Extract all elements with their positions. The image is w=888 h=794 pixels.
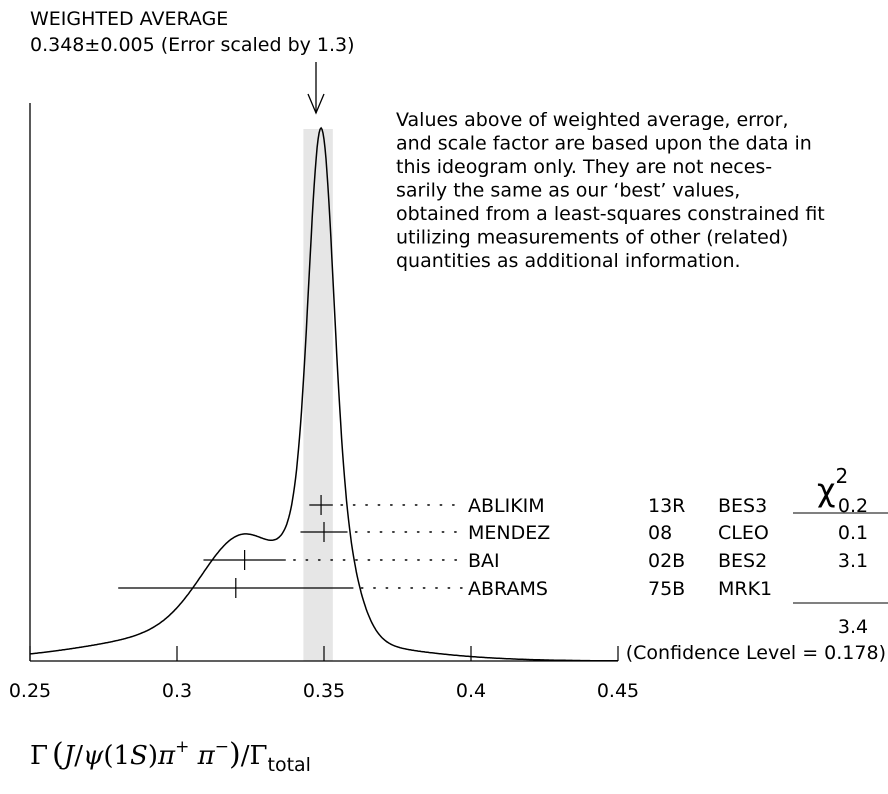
row-chi2: 3.1 [838, 550, 868, 572]
row-chi2: 0.2 [838, 495, 868, 517]
confidence-level: (Confidence Level = 0.178) [626, 642, 886, 664]
measurement-table: ABLIKIM 13R BES3 0.2 MENDEZ 08 CLEO 0.1 BAI 02B BE… [468, 495, 868, 600]
note-line: utilizing measurements of other (related… [396, 227, 788, 249]
row-experiment: CLEO [718, 522, 769, 544]
row-author: ABRAMS [468, 578, 548, 600]
x-tick-label: 0.4 [456, 680, 486, 702]
row-author: BAI [468, 550, 500, 572]
chi-header: χ2 [817, 464, 848, 509]
x-tick-label: 0.3 [162, 680, 192, 702]
header-value: 0.348±0.005 (Error scaled by 1.3) [30, 34, 355, 56]
x-axis-label-gamma: Γ [30, 741, 48, 771]
row-author: ABLIKIM [468, 495, 545, 517]
row-experiment: BES2 [718, 550, 767, 572]
x-tick-label: 0.25 [9, 680, 51, 702]
row-year: 08 [648, 522, 672, 544]
chi-total: 3.4 [838, 616, 868, 638]
note-line: Values above of weighted average, error, [396, 109, 789, 131]
row-year: 02B [648, 550, 685, 572]
header-title: WEIGHTED AVERAGE [30, 8, 228, 30]
x-tick-label: 0.35 [303, 680, 345, 702]
note-block: Values above of weighted average, error,… [396, 109, 825, 272]
row-author: MENDEZ [468, 522, 550, 544]
note-line: quantities as additional information. [396, 250, 741, 272]
measurement-points [118, 495, 463, 598]
row-chi2: 0.1 [838, 522, 868, 544]
x-axis-label: Γ (J/ψ(1S)π+ π−)/Γtotal [30, 737, 311, 776]
note-line: obtained from a least-squares constraine… [396, 203, 825, 225]
weighted-average-band [303, 129, 333, 661]
note-line: this ideogram only. They are not neces- [396, 156, 772, 178]
row-year: 13R [648, 495, 685, 517]
x-ticks: 0.25 0.3 0.35 0.4 0.45 [9, 646, 639, 702]
row-experiment: BES3 [718, 495, 767, 517]
row-year: 75B [648, 578, 685, 600]
chi-superscript: 2 [835, 464, 848, 488]
note-line: and scale factor are based upon the data… [396, 133, 812, 155]
x-tick-label: 0.45 [597, 680, 639, 702]
note-line: sarily the same as our ‘best’ values, [396, 180, 740, 202]
average-arrow-head [307, 93, 325, 115]
ideogram-curve [29, 126, 618, 662]
row-experiment: MRK1 [718, 578, 772, 600]
